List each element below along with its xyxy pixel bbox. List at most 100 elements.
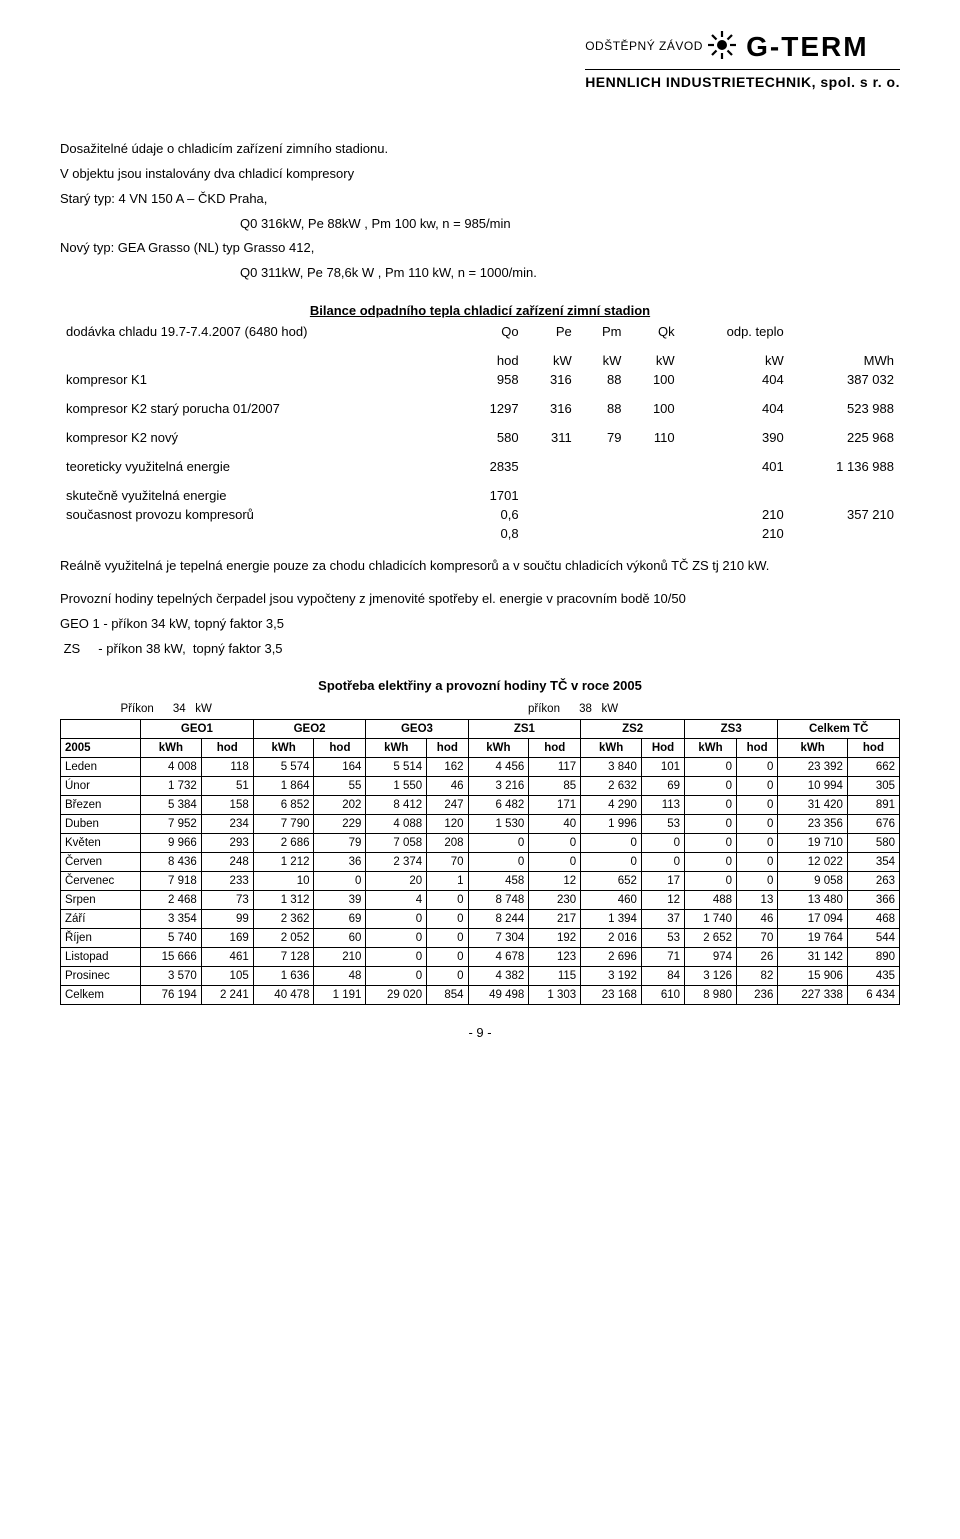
cell: 7 952 (141, 815, 202, 834)
cell: 40 478 (253, 986, 314, 1005)
cell: 488 (685, 891, 737, 910)
cell: 162 (427, 758, 468, 777)
cell: 2 696 (581, 948, 642, 967)
cell: 73 (201, 891, 253, 910)
cell: 31 142 (778, 948, 848, 967)
cell: 233 (201, 872, 253, 891)
cell: 17 094 (778, 910, 848, 929)
row-label: Listopad (61, 948, 141, 967)
cell: 55 (314, 777, 366, 796)
cell: 305 (847, 777, 899, 796)
company-logo: ODŠTĚPNÝ ZÁVOD (60, 30, 900, 90)
power-subhead: kWh (778, 739, 848, 758)
cell: 8 244 (468, 910, 529, 929)
cell: 23 392 (778, 758, 848, 777)
cell: 461 (201, 948, 253, 967)
cell: 2 362 (253, 910, 314, 929)
cell: 6 482 (468, 796, 529, 815)
cell: 3 840 (581, 758, 642, 777)
cell: 118 (201, 758, 253, 777)
cell: 3 216 (468, 777, 529, 796)
cell: 3 354 (141, 910, 202, 929)
cell: 2 686 (253, 834, 314, 853)
cell: 13 (737, 891, 778, 910)
cell: 46 (737, 910, 778, 929)
cell: 0 (685, 872, 737, 891)
cell: 5 740 (141, 929, 202, 948)
table-row: Říjen5 7401692 05260007 3041922 016532 6… (61, 929, 900, 948)
cell: 76 194 (141, 986, 202, 1005)
cell: 23 356 (778, 815, 848, 834)
power-subhead: hod (427, 739, 468, 758)
logo-subtitle: ODŠTĚPNÝ ZÁVOD (585, 39, 703, 53)
cell: 6 434 (847, 986, 899, 1005)
cell: 105 (201, 967, 253, 986)
cell: 15 666 (141, 948, 202, 967)
logo-name: G-TERM (746, 31, 868, 63)
power-subhead: kWh (468, 739, 529, 758)
cell: 12 022 (778, 853, 848, 872)
cell: 458 (468, 872, 529, 891)
cell: 610 (641, 986, 684, 1005)
table-row: Březen5 3841586 8522028 4122476 4821714 … (61, 796, 900, 815)
intro-p4: Nový typ: GEA Grasso (NL) typ Grasso 412… (60, 239, 900, 258)
cell: 0 (737, 815, 778, 834)
row-label: Červenec (61, 872, 141, 891)
cell: 0 (737, 834, 778, 853)
power-subhead: kWh (685, 739, 737, 758)
cell: 17 (641, 872, 684, 891)
power-title: Spotřeba elektřiny a provozní hodiny TČ … (60, 678, 900, 693)
cell: 0 (468, 853, 529, 872)
cell: 20 (366, 872, 427, 891)
cell: 101 (641, 758, 684, 777)
cell: 1 191 (314, 986, 366, 1005)
cell: 4 382 (468, 967, 529, 986)
cell: 2 052 (253, 929, 314, 948)
cell: 2 374 (366, 853, 427, 872)
cell: 2 016 (581, 929, 642, 948)
mid-p4: ZS - příkon 38 kW, topný faktor 3,5 (60, 640, 900, 659)
table-row: Prosinec3 5701051 63648004 3821153 19284… (61, 967, 900, 986)
cell: 1 864 (253, 777, 314, 796)
cell: 15 906 (778, 967, 848, 986)
row-label: Září (61, 910, 141, 929)
row-label: Leden (61, 758, 141, 777)
row-label: Červen (61, 853, 141, 872)
cell: 2 241 (201, 986, 253, 1005)
cell: 0 (366, 967, 427, 986)
cell: 3 570 (141, 967, 202, 986)
table-row: Srpen2 468731 31239408 74823046012488131… (61, 891, 900, 910)
mid-p2: Provozní hodiny tepelných čerpadel jsou … (60, 590, 900, 609)
cell: 169 (201, 929, 253, 948)
cell: 0 (737, 758, 778, 777)
cell: 29 020 (366, 986, 427, 1005)
table-row: Září3 354992 36269008 2442171 394371 740… (61, 910, 900, 929)
cell: 13 480 (778, 891, 848, 910)
cell: 1 740 (685, 910, 737, 929)
cell: 40 (529, 815, 581, 834)
cell: 12 (529, 872, 581, 891)
cell: 652 (581, 872, 642, 891)
cell: 1 212 (253, 853, 314, 872)
cell: 1 530 (468, 815, 529, 834)
cell: 202 (314, 796, 366, 815)
cell: 7 918 (141, 872, 202, 891)
cell: 0 (529, 853, 581, 872)
cell: 293 (201, 834, 253, 853)
cell: 0 (737, 777, 778, 796)
cell: 366 (847, 891, 899, 910)
cell: 0 (427, 929, 468, 948)
cell: 39 (314, 891, 366, 910)
cell: 5 384 (141, 796, 202, 815)
cell: 0 (366, 929, 427, 948)
cell: 7 790 (253, 815, 314, 834)
power-subhead: kWh (366, 739, 427, 758)
cell: 544 (847, 929, 899, 948)
intro-p2: V objektu jsou instalovány dva chladicí … (60, 165, 900, 184)
cell: 2 652 (685, 929, 737, 948)
row-label: Říjen (61, 929, 141, 948)
cell: 0 (685, 853, 737, 872)
intro-p3: Starý typ: 4 VN 150 A – ČKD Praha, (60, 190, 900, 209)
cell: 49 498 (468, 986, 529, 1005)
cell: 0 (685, 758, 737, 777)
